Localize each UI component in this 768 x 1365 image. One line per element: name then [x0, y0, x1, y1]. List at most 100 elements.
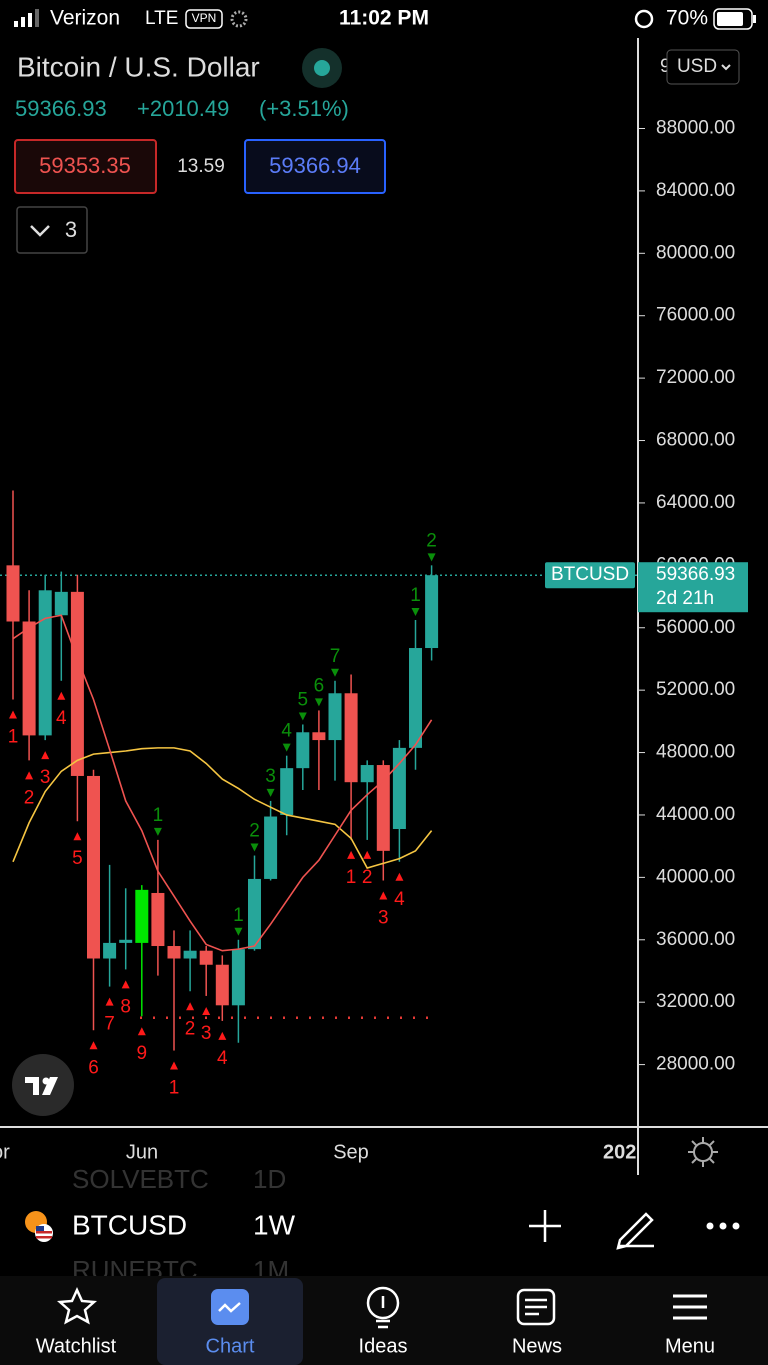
td-marker [41, 751, 50, 760]
td-marker [234, 927, 243, 936]
tv-logo[interactable] [12, 1054, 74, 1116]
currency-clipped: 9 [660, 56, 671, 77]
candle-body [215, 964, 229, 1006]
td-count: 6 [88, 1057, 99, 1078]
last-price: 59366.93 [15, 96, 107, 121]
draw-button[interactable] [616, 1212, 654, 1250]
td-marker [363, 850, 372, 859]
candle-body [167, 946, 181, 959]
y-tick-label: 64000.00 [656, 492, 735, 513]
y-tick-label: 48000.00 [656, 742, 735, 763]
td-marker [218, 1031, 227, 1040]
y-tick-label: 32000.00 [656, 991, 735, 1012]
clock: 11:02 PM [339, 7, 429, 30]
symbol-price-tag [545, 562, 635, 589]
price-axis: 28000.00 32000.00 36000.00 40000.00 44000.00… [545, 118, 748, 1075]
currency-select[interactable] [666, 49, 740, 85]
td-count: 7 [104, 1014, 115, 1035]
buy-button[interactable] [244, 139, 386, 194]
carrier: Verizon [50, 7, 120, 30]
candle-body [392, 747, 406, 830]
tab-label[interactable]: Watchlist [36, 1335, 117, 1357]
tab-label[interactable]: Menu [665, 1335, 715, 1357]
symbol-price-tag-text: BTCUSD [551, 564, 629, 585]
td-marker [73, 832, 82, 841]
y-tick-label: 72000.00 [656, 367, 735, 388]
currency[interactable]: USD [677, 56, 717, 77]
tab-label[interactable]: Chart [206, 1335, 255, 1357]
time-axis: or Jun Sep 202 [0, 1141, 636, 1163]
td-count: 4 [394, 889, 405, 910]
price-change-pct: (+3.51%) [259, 96, 349, 121]
prev-interval: 1D [253, 1164, 286, 1194]
td-marker [105, 997, 114, 1006]
candle-body [70, 591, 84, 776]
tab-label[interactable]: Ideas [359, 1335, 408, 1357]
add-button[interactable] [529, 1210, 561, 1242]
y-tick-label: 68000.00 [656, 430, 735, 451]
x-tick-label: or [0, 1141, 10, 1163]
candle-body [151, 892, 165, 947]
td-marker [186, 1002, 195, 1011]
td-marker [379, 891, 388, 900]
symbol[interactable]: BTCUSD [72, 1209, 187, 1240]
y-tick-label: 28000.00 [656, 1054, 735, 1075]
td-marker [331, 668, 339, 677]
ask-price[interactable]: 59366.94 [269, 153, 361, 178]
y-tick-label: 52000.00 [656, 679, 735, 700]
td-count: 1 [153, 805, 164, 826]
y-tick-label: 84000.00 [656, 180, 735, 201]
y-tick-label: 36000.00 [656, 929, 735, 950]
network: LTE [145, 8, 178, 29]
interval[interactable]: 1W [253, 1209, 296, 1240]
td-count: 7 [330, 646, 341, 667]
settings-button[interactable] [693, 1142, 713, 1162]
td-count: 4 [281, 721, 292, 742]
y-tick-label: 40000.00 [656, 866, 735, 887]
price-tag-value: 59366.93 [656, 564, 735, 585]
overlay: 9 USD [660, 49, 740, 85]
td-marker [153, 827, 162, 836]
candle-body [183, 950, 197, 959]
price-tag-countdown: 2d 21h [656, 588, 714, 609]
sell-button[interactable] [14, 139, 157, 194]
battery-level: 70% [666, 7, 708, 30]
td-marker [9, 710, 17, 719]
candle-body [87, 775, 100, 959]
candle-body [231, 949, 245, 1006]
tab-label[interactable]: News [512, 1335, 562, 1357]
y-tick-label: 80000.00 [656, 242, 735, 263]
td-marker [121, 980, 130, 989]
td-marker [25, 771, 34, 780]
td-marker [314, 698, 323, 707]
candle-body [135, 889, 149, 943]
td-marker [298, 712, 307, 721]
candle-body [22, 621, 36, 736]
td-count: 1 [410, 585, 421, 606]
y-tick-label: 44000.00 [656, 804, 735, 825]
td-count: 6 [314, 675, 325, 696]
vpn: VPN [192, 11, 217, 25]
prev-symbol: SOLVEBTC [72, 1164, 209, 1194]
td-count: 8 [120, 996, 131, 1017]
td-count: 2 [24, 787, 35, 808]
candle-body [6, 565, 20, 622]
indicators-toggle[interactable] [16, 206, 88, 254]
td-marker [427, 553, 436, 562]
symbol-title: Bitcoin / U.S. Dollar [17, 51, 260, 82]
candle-body [54, 591, 68, 616]
bid-price[interactable]: 59353.35 [39, 153, 131, 178]
candle-body [328, 693, 342, 741]
td-marker [250, 843, 259, 852]
td-marker [202, 1006, 211, 1015]
candle-body [280, 768, 294, 815]
td-marker [395, 872, 404, 881]
td-count: 1 [8, 727, 19, 748]
indicator-count[interactable]: 3 [65, 217, 77, 242]
td-count: 1 [233, 905, 244, 926]
x-tick-label: 202 [603, 1141, 636, 1163]
candle-body [425, 575, 439, 649]
td-marker [347, 850, 356, 859]
td-count: 1 [169, 1078, 180, 1099]
